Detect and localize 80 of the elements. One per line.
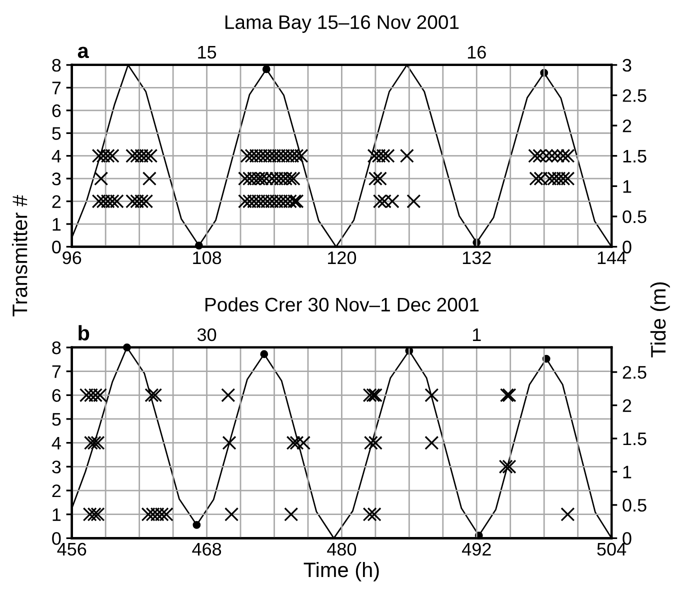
y-tick-label: 0 [52, 532, 61, 545]
point [84, 436, 98, 450]
y-tick-label: 5 [52, 413, 61, 426]
point [221, 388, 236, 402]
y2-tick-label: 1 [623, 180, 632, 193]
y2-tick-label: 0 [622, 240, 632, 254]
point [424, 436, 439, 450]
point [90, 436, 105, 450]
point [284, 507, 298, 522]
point [148, 388, 162, 402]
y-tick-label: 3 [52, 460, 61, 474]
x-tick-label: 144 [598, 252, 626, 264]
point [362, 388, 377, 402]
point [364, 436, 378, 450]
x-tick-label: 480 [327, 542, 356, 556]
point [260, 350, 268, 358]
point [362, 507, 377, 522]
y-tick-label: 7 [52, 82, 61, 94]
point [290, 436, 304, 450]
y-tick-label: 1 [52, 508, 61, 521]
point [367, 507, 382, 522]
y2-tick-label: 1.5 [623, 432, 646, 446]
point [502, 460, 516, 474]
x-tick-label: 120 [328, 251, 356, 264]
y-axis-title: Transmitter # [12, 194, 28, 316]
y2-tick-label: 3 [622, 58, 632, 72]
y-tick-label: 8 [52, 341, 61, 354]
text: b [78, 325, 90, 340]
x2-tick-label: 15 [198, 46, 216, 59]
y-tick-label: 6 [52, 389, 61, 402]
chart-title: Podes Crer 30 Nov–1 Dec 2001 [206, 297, 479, 312]
y-tick-label: 4 [52, 436, 61, 450]
x2-tick-label: 16 [468, 46, 486, 59]
point [144, 388, 159, 402]
point [560, 507, 575, 522]
y-tick-label: 2 [52, 484, 61, 498]
x-tick-label: 108 [193, 251, 222, 264]
point [424, 388, 439, 402]
point [90, 507, 105, 522]
point [500, 388, 514, 402]
point [224, 507, 239, 522]
text: a [78, 46, 89, 58]
y-tick-label: 6 [52, 104, 61, 118]
point [262, 65, 270, 74]
y2-tick-label: 0 [622, 532, 632, 545]
x-tick-label: 96 [62, 251, 82, 264]
y-tick-label: 8 [52, 58, 61, 72]
point [87, 436, 102, 450]
y-tick-label: 2 [52, 195, 61, 208]
x-axis-title: Time (h) [304, 562, 379, 582]
y2-tick-label: 2.5 [622, 366, 646, 379]
y2-axis-title: Tide (m) [650, 282, 670, 358]
y-tick-label: 4 [52, 150, 61, 162]
x-tick-label: 468 [192, 542, 222, 556]
y2-tick-label: 1.5 [623, 150, 646, 163]
x-tick-label: 504 [597, 542, 626, 556]
y2-tick-label: 0.5 [622, 498, 646, 512]
y2-tick-label: 1 [623, 466, 632, 478]
point [498, 460, 513, 474]
x-tick-label: 492 [462, 542, 491, 556]
y-tick-label: 1 [52, 218, 61, 231]
x-tick-label: 456 [57, 542, 86, 556]
y-tick-label: 0 [52, 240, 61, 254]
y2-tick-label: 0.5 [622, 210, 646, 224]
y2-tick-label: 2.5 [622, 89, 646, 102]
point [502, 388, 516, 402]
point [222, 436, 236, 450]
point [82, 507, 97, 522]
x-tick-label: 132 [462, 251, 491, 264]
y-tick-label: 3 [52, 172, 61, 186]
x2-tick-label: 1 [472, 328, 481, 341]
point [368, 436, 382, 450]
x2-tick-label: 30 [197, 328, 216, 342]
point [192, 520, 201, 529]
y-tick-label: 7 [52, 365, 61, 378]
point [87, 507, 102, 522]
y2-tick-label: 2 [622, 119, 632, 132]
y2-tick-label: 2 [622, 399, 632, 412]
y-tick-label: 5 [52, 127, 61, 140]
chart-title: Lama Bay 15–16 Nov 2001 [225, 15, 459, 33]
